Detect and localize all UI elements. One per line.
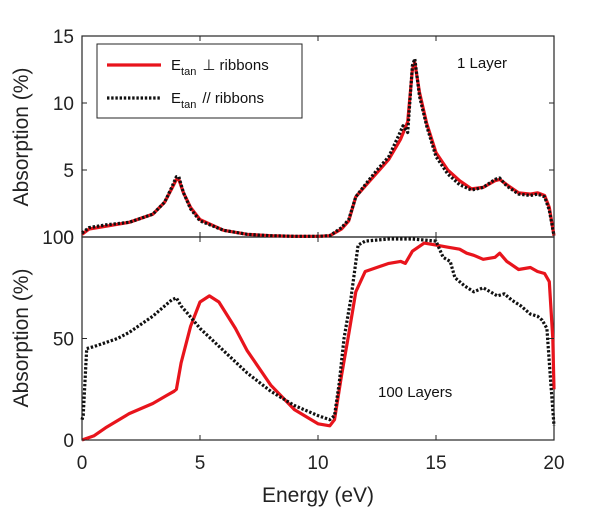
legend-perp-label: Etan ⊥ ribbons [171,57,269,78]
bottom-series-parallel [80,237,556,426]
top-panel-annotation: 1 Layer [457,55,507,72]
bottom-panel-annotation: 100 Layers [378,384,452,401]
bottom-ytick-label: 100 [42,228,74,249]
bottom-ylabel: Absorption (%) [10,269,33,408]
top-ytick-label: 15 [53,27,74,48]
legend-par-label: Etan// ribbons [171,90,264,111]
top-ytick-label: 10 [53,94,74,115]
bottom-ytick-label: 0 [63,431,74,452]
xtick-label: 10 [307,453,328,474]
top-ytick-label: 0 [63,228,74,249]
bottom-panel-plot [80,237,556,442]
bottom-series-perpendicular [81,241,556,442]
xtick-label: 0 [77,453,88,474]
bottom-panel-frame [81,236,555,441]
legend: Etan ⊥ ribbons Etan// ribbons [96,43,303,119]
xtick-label: 20 [543,453,564,474]
legend-box [96,43,303,119]
xtick-label: 15 [425,453,446,474]
top-panel-plot [81,57,556,238]
bottom-ytick-label: 50 [53,330,74,351]
top-ylabel: Absorption (%) [10,68,33,207]
xtick-label: 5 [195,453,206,474]
xlabel: Energy (eV) [262,484,374,507]
top-ytick-label: 5 [63,161,74,182]
